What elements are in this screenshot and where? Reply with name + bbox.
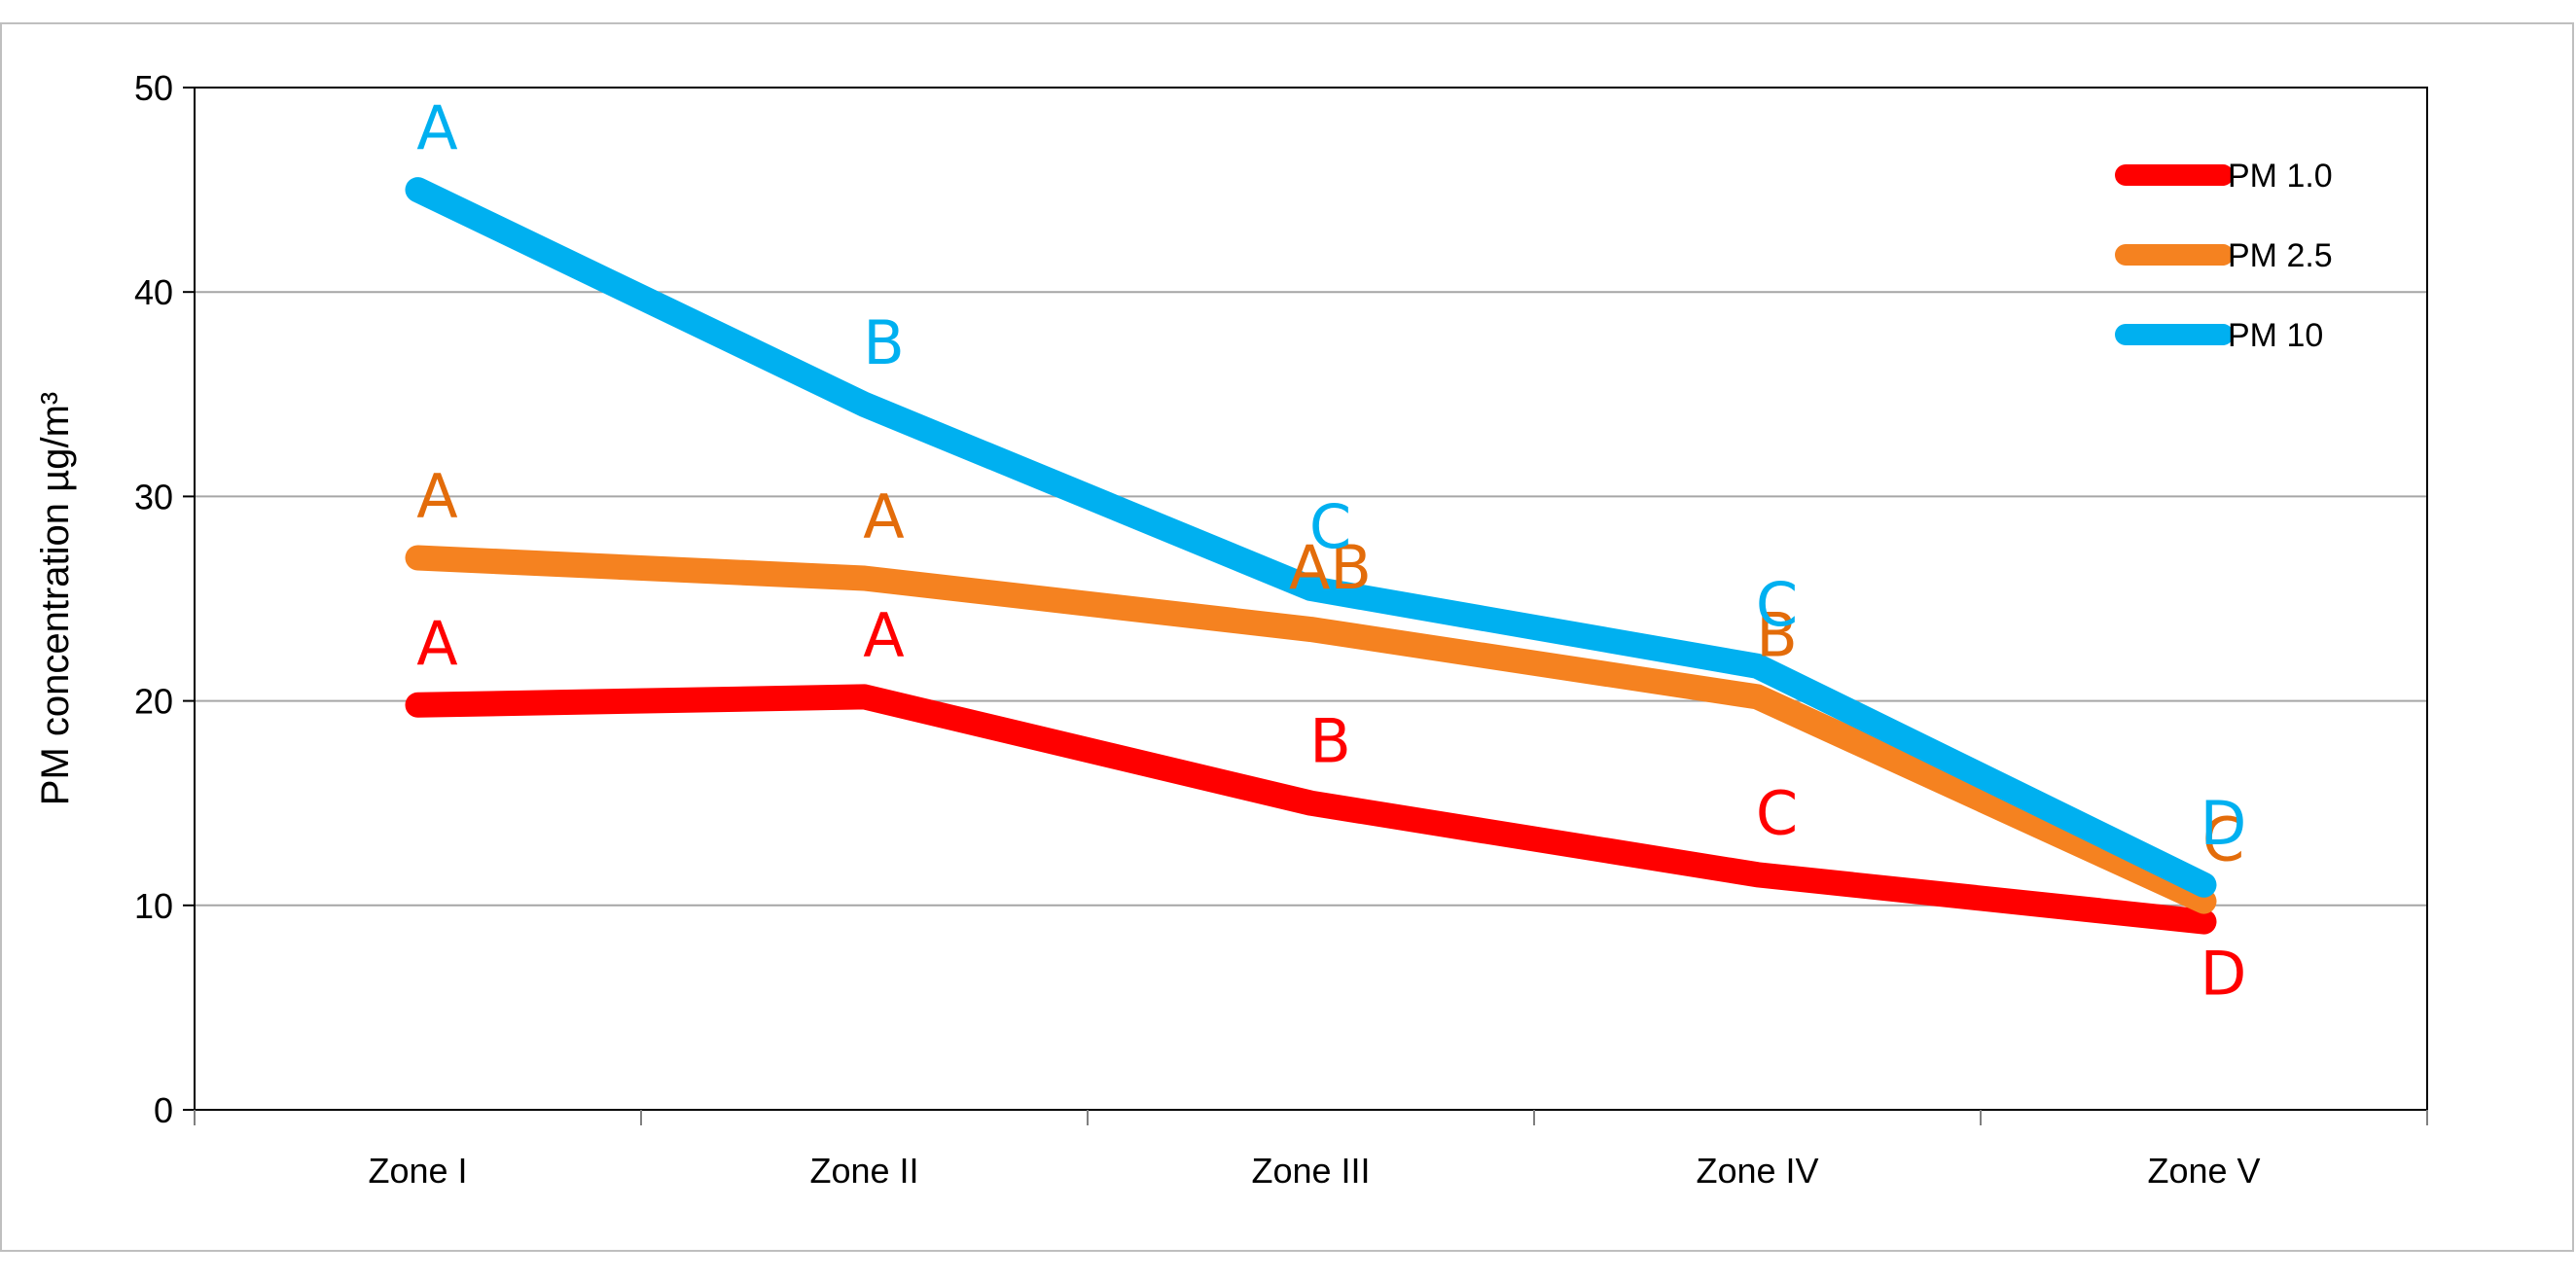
y-tick-label: 50	[134, 68, 173, 108]
significance-label: C	[1756, 569, 1798, 640]
legend-label: PM 1.0	[2228, 158, 2333, 195]
significance-label: B	[863, 307, 905, 378]
significance-label: AB	[1289, 532, 1372, 603]
series-lines	[405, 177, 2217, 935]
significance-label: A	[863, 480, 904, 552]
series-line-pm-2-5	[405, 545, 2217, 914]
significance-label: A	[416, 608, 457, 679]
significance-label: B	[1756, 599, 1798, 670]
y-tick-label: 20	[134, 682, 173, 722]
y-axis-title: PM concentration µg/m³	[34, 392, 77, 805]
plot-area-frame	[194, 87, 2428, 1111]
y-tick-label: 30	[134, 477, 173, 516]
significance-label: A	[863, 599, 904, 670]
x-tick-label: Zone IV	[1696, 1151, 1818, 1191]
legend-label: PM 10	[2228, 317, 2323, 354]
x-tick-label: Zone I	[368, 1151, 467, 1191]
significance-label: A	[416, 460, 457, 531]
x-tick-label: Zone II	[809, 1151, 918, 1191]
legend: PM 1.0 PM 2.5 PM 10	[2115, 158, 2333, 354]
significance-label: C	[1756, 777, 1798, 848]
series-line-pm-1-0	[405, 684, 2217, 935]
significance-label: D	[2200, 939, 2247, 1010]
y-tick-label: 0	[154, 1090, 173, 1130]
significance-label: C	[1309, 491, 1351, 562]
y-tick-label: 40	[134, 272, 173, 312]
y-tick-label: 10	[134, 886, 173, 926]
significance-label: A	[416, 92, 457, 163]
legend-label: PM 2.5	[2228, 237, 2333, 274]
x-tick-label: Zone V	[2147, 1151, 2260, 1191]
significance-label: B	[1309, 706, 1351, 777]
series-line-pm-10	[405, 177, 2217, 898]
significance-label: D	[2200, 788, 2247, 859]
significance-label: C	[2202, 804, 2244, 875]
x-tick-label: Zone III	[1251, 1151, 1370, 1191]
axes: 0 10 20 30 40 50 Zone I Zone II Zone III Zone IV Z…	[134, 68, 2428, 1191]
